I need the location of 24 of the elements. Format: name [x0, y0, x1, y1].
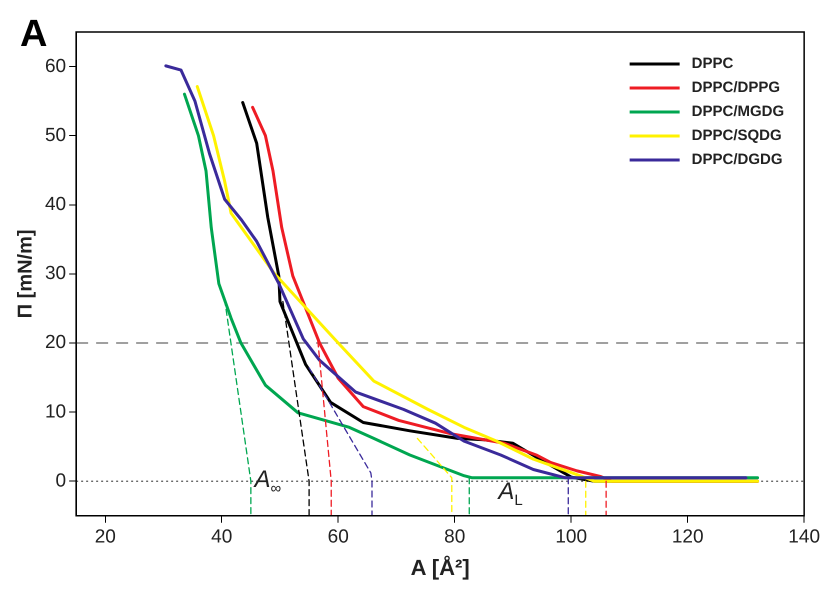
y-tick-label: 40: [44, 194, 66, 216]
legend-label: DPPC/DGDG: [692, 151, 782, 168]
legend-label: DPPC: [692, 55, 734, 72]
y-tick-label: 20: [44, 332, 66, 354]
x-tick-label: 20: [94, 526, 116, 548]
y-axis-title: Π [mN/m]: [14, 229, 37, 318]
x-tick-label: 120: [672, 526, 704, 548]
line-series: [308, 367, 373, 516]
y-tick-label: 30: [44, 263, 66, 284]
legend-label: DPPC/MGDG: [692, 103, 784, 120]
y-tick-label: 0: [56, 470, 66, 492]
x-tick-label: 100: [555, 526, 588, 548]
y-tick-label: 60: [44, 56, 66, 77]
y-tick-label: 50: [44, 124, 66, 146]
legend-label: DPPC/SQDG: [692, 127, 782, 144]
chart-title: A: [20, 13, 48, 55]
x-tick-label: 60: [328, 526, 349, 548]
legend-label: DPPC/DPPG: [692, 79, 780, 96]
x-axis-title: A [Å²]: [410, 554, 470, 580]
y-tick-label: 10: [44, 401, 66, 422]
x-tick-label: 80: [444, 526, 466, 548]
x-tick-label: 140: [788, 526, 820, 548]
x-tick-label: 40: [211, 526, 232, 548]
annotation: A∞: [252, 466, 282, 497]
